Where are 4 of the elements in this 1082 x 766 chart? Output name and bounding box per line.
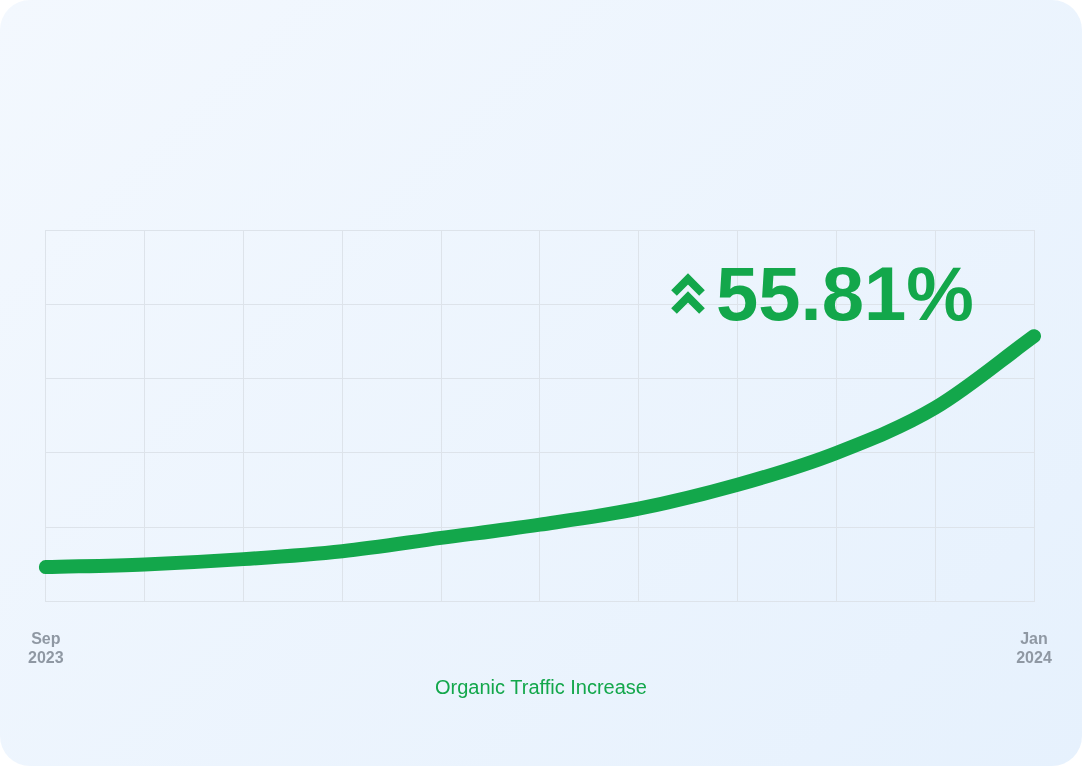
text: 55.81% <box>716 250 974 337</box>
x-tick-label: Jan 2024 <box>1016 629 1052 666</box>
x-tick-label: Sep 2023 <box>28 629 64 666</box>
text: Organic Traffic Increase <box>434 676 648 699</box>
